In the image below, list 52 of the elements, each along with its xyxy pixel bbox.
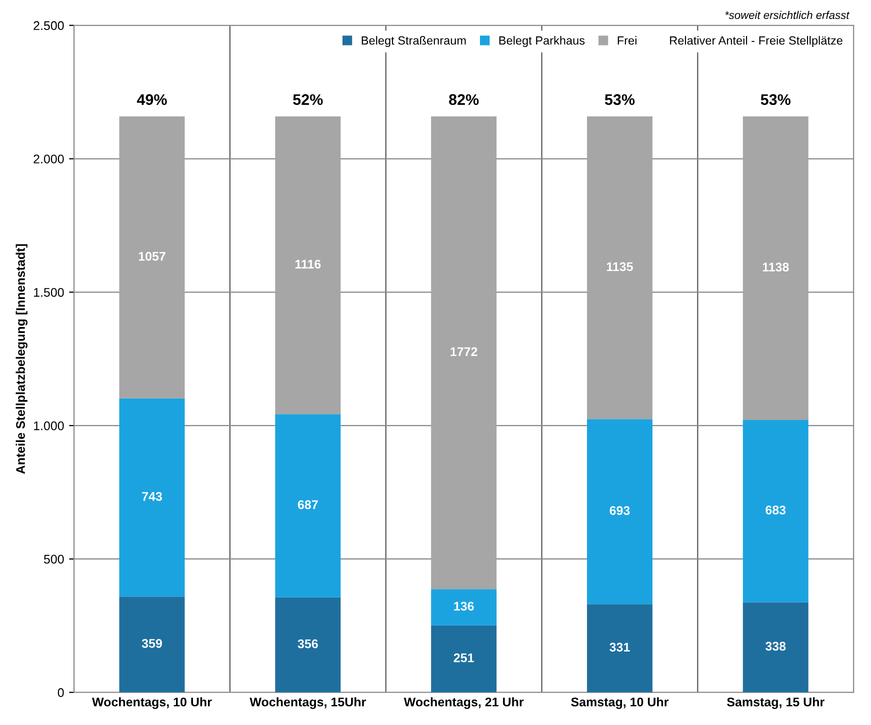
data-label: 356 <box>298 639 318 648</box>
bar <box>431 116 497 590</box>
data-label: 1116 <box>295 260 321 269</box>
y-axis-title: Anteile Stellplatzbelegung [Innenstadt] <box>16 244 28 474</box>
annotation: 53% <box>604 94 635 106</box>
data-label: 1057 <box>138 252 166 261</box>
bar <box>119 398 185 597</box>
text: *soweit ersichtlich erfasst <box>725 10 850 20</box>
data-label: 136 <box>454 602 474 611</box>
x-tick-label: Wochentags, 10 Uhr <box>92 697 212 709</box>
y-tick-label: 1.000 <box>34 421 64 430</box>
legend-label: Belegt Parkhaus <box>499 36 585 48</box>
annotation: 49% <box>136 94 167 105</box>
data-label: 687 <box>298 500 318 510</box>
y-tick-label: 2.000 <box>34 154 64 164</box>
bar <box>742 116 808 420</box>
data-label: 743 <box>142 492 162 501</box>
bar <box>742 602 808 692</box>
bar <box>275 116 341 414</box>
annotation: 82% <box>449 94 479 105</box>
data-label: 683 <box>766 506 786 514</box>
x-tick-label: Samstag, 15 Uhr <box>727 697 824 709</box>
y-tick-label: 500 <box>44 554 64 564</box>
legend-label: Frei <box>618 36 636 45</box>
bar <box>275 414 341 598</box>
data-label: 1772 <box>450 347 478 356</box>
x-tick-label: Samstag, 10 Uhr <box>571 697 669 709</box>
data-label: 251 <box>454 653 474 662</box>
data-label: 338 <box>765 642 786 651</box>
data-label: 359 <box>142 638 162 648</box>
bar <box>431 589 497 626</box>
x-tick-label: Wochentags, 15Uhr <box>250 697 366 709</box>
annotation: 53% <box>760 94 791 106</box>
legend-label: Belegt Straßenraum <box>362 36 466 48</box>
y-tick-label: 2.500 <box>34 21 64 30</box>
bar <box>742 420 808 602</box>
y-tick-label: 0 <box>58 688 64 698</box>
data-label: 693 <box>610 506 630 515</box>
bar <box>431 625 497 692</box>
x-tick-label: Wochentags, 21 Uhr <box>404 697 524 709</box>
bar <box>586 604 652 692</box>
bar <box>275 597 341 692</box>
bar <box>586 419 652 604</box>
annotation: Relativer Anteil - Freie Stellplätze <box>670 36 842 48</box>
data-label: 1135 <box>606 262 633 272</box>
bar <box>119 116 185 398</box>
annotation: 52% <box>293 94 323 105</box>
bar <box>119 596 185 692</box>
y-tick-label: 1.500 <box>34 288 64 297</box>
bar <box>586 116 652 420</box>
data-label: 1138 <box>762 262 789 272</box>
data-label: 331 <box>610 642 630 652</box>
